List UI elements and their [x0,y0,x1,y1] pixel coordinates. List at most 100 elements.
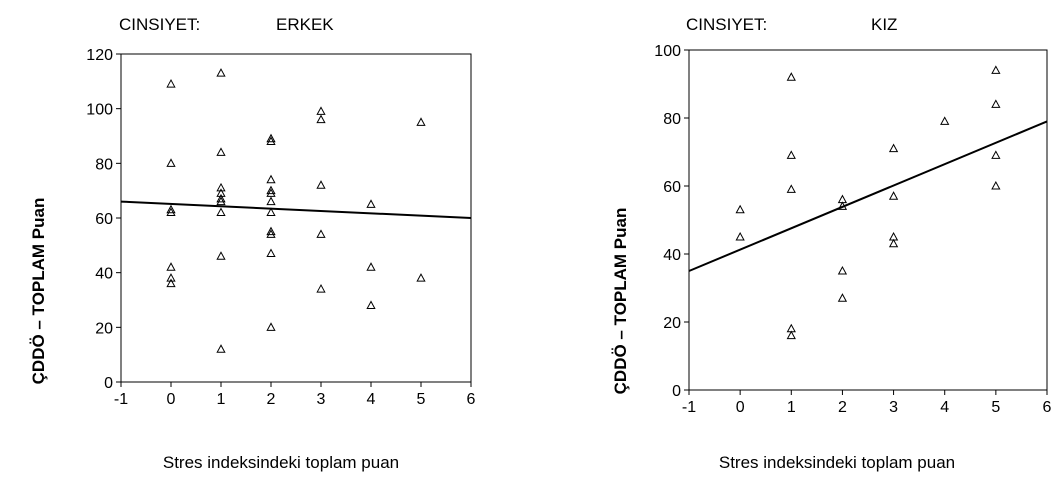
data-point [216,182,226,192]
y-ticks: 0 20 40 60 80 100 [654,43,689,400]
x-tick-label: 2 [267,391,276,408]
y-tick-label: 60 [663,179,681,196]
data-point [888,191,899,200]
chart-title-label: CINSIYET: [686,15,767,34]
data-point [366,199,376,208]
data-point [266,196,276,206]
y-axis-label: ÇDDÖ – TOPLAM Puan [29,198,48,385]
y-ticks: 0 20 40 60 80 100 120 [86,47,121,392]
plot-area [688,49,1048,391]
points-group [735,65,1001,340]
data-point [416,273,426,282]
data-point [786,150,796,159]
data-point [888,238,899,248]
data-point [735,204,745,214]
data-point [216,193,226,203]
y-tick-label: 100 [654,43,681,60]
data-point [166,79,176,88]
data-point [266,133,276,143]
data-point [216,147,226,156]
data-point [316,114,326,124]
data-point [837,265,848,275]
x-tick-label: 5 [991,399,1000,416]
data-point [316,284,326,293]
y-tick-label: 40 [95,266,113,283]
chart-title-value: KIZ [871,15,897,34]
x-ticks: -1 0 1 2 3 4 5 6 [114,382,476,408]
data-point [166,158,176,167]
chart-title-value: ERKEK [276,15,334,34]
data-point [216,207,226,217]
data-point [991,150,1001,159]
data-point [266,226,276,236]
x-tick-label: 5 [417,391,426,408]
x-tick-label: 6 [1043,399,1051,416]
x-tick-label: 1 [217,391,226,408]
y-tick-label: 80 [663,111,681,128]
data-point [266,174,276,184]
fit-line [120,200,472,219]
data-point [266,229,276,238]
x-tick-label: 3 [889,399,898,416]
fit-line-group [688,120,1048,272]
y-tick-label: 40 [663,247,681,264]
data-point [166,262,176,271]
data-point [786,184,796,193]
data-point [166,273,176,282]
data-point [991,180,1001,190]
y-tick-label: 0 [104,375,113,392]
data-point [888,143,899,153]
data-point [316,106,326,115]
data-point [786,330,796,340]
data-point [837,293,848,302]
x-ticks: -1 0 1 2 3 4 5 6 [682,390,1051,416]
y-tick-label: 80 [95,156,113,173]
data-point [786,72,796,81]
x-tick-label: 1 [787,399,796,416]
data-point [266,188,276,197]
data-point [316,229,326,238]
y-tick-label: 60 [95,211,113,228]
x-tick-label: 2 [838,399,847,416]
y-tick-label: 20 [95,320,113,337]
data-point [216,68,226,77]
x-tick-label: -1 [682,399,696,416]
data-point [216,344,226,353]
x-tick-label: 0 [736,399,745,416]
x-tick-label: 6 [467,391,476,408]
y-tick-label: 0 [672,383,681,400]
x-tick-label: 3 [317,391,326,408]
x-axis-label: Stres indeksindeki toplam puan [719,453,955,472]
fit-line-group [120,200,472,219]
data-point [735,231,745,241]
data-point [991,65,1001,74]
data-point [216,196,226,206]
x-axis-label: Stres indeksindeki toplam puan [163,453,399,472]
y-tick-label: 20 [663,315,681,332]
y-tick-label: 120 [86,47,113,64]
data-point [940,116,950,125]
y-tick-label: 100 [86,102,113,119]
data-point [266,207,276,217]
data-point [366,262,376,271]
x-tick-label: -1 [114,391,128,408]
data-point [216,188,226,197]
data-point [416,117,426,126]
data-point [316,180,326,189]
fit-line [688,120,1048,272]
data-point [266,185,276,195]
chart-title-label: CINSIYET: [119,15,200,34]
x-tick-label: 0 [167,391,176,408]
data-point [266,248,276,258]
plot-area [120,53,472,383]
data-point [216,251,226,260]
data-point [991,99,1001,108]
y-axis-label: ÇDDÖ – TOPLAM Puan [611,208,630,395]
data-point [166,207,176,217]
data-point [266,136,276,145]
x-tick-label: 4 [367,391,376,408]
data-point [266,322,276,331]
